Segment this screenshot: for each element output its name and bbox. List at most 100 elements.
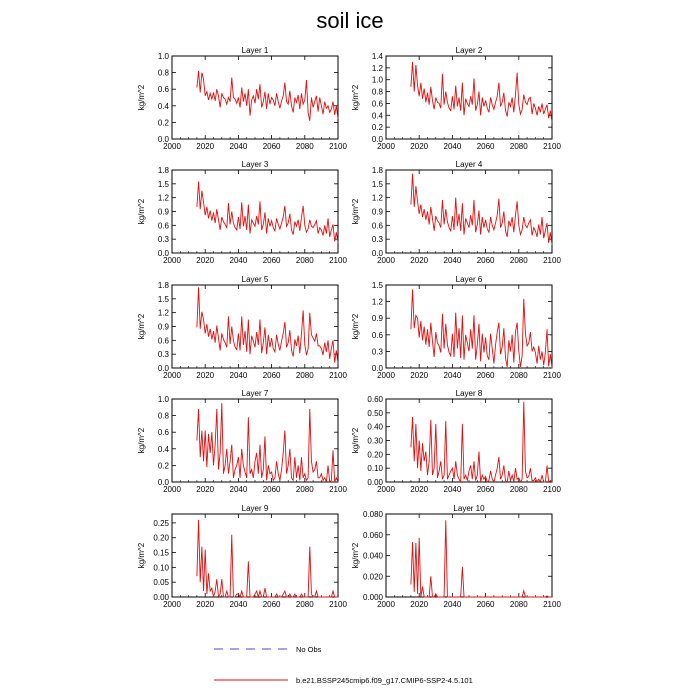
panel-10: Layer 10 2000 2020 2040 2060 2080 2100 0.000 0.0…	[351, 504, 561, 609]
y-tick-label: 0.3	[372, 347, 384, 356]
x-tick-label: 2000	[163, 371, 181, 380]
panel-9: Layer 9 2000 2020 2040 2060 2080 2100 0.00 0.05 0…	[137, 504, 347, 609]
panel-6: Layer 6 2000 2020 2040 2060 2080 2100 0.0 0.3 0.6…	[351, 275, 561, 380]
x-tick-label: 2020	[410, 142, 428, 151]
x-tick-label: 2100	[543, 371, 561, 380]
x-tick-label: 2100	[329, 485, 347, 494]
plot-frame	[171, 513, 339, 598]
x-tick-label: 2100	[329, 600, 347, 609]
y-tick-label: 0.00	[367, 478, 383, 487]
y-tick-label: 0.10	[367, 464, 383, 473]
y-tick-label: 0.00	[153, 593, 169, 602]
y-tick-label: 0.8	[158, 69, 170, 78]
x-tick-label: 2100	[329, 256, 347, 265]
panel-3: Layer 3 2000 2020 2040 2060 2080 2100 0.0 0.3 0.6…	[137, 160, 347, 265]
x-tick-label: 2040	[444, 142, 462, 151]
y-tick-label: 0.6	[158, 221, 170, 230]
plot-frame	[171, 55, 339, 140]
x-tick-label: 2020	[410, 371, 428, 380]
y-tick-label: 1.5	[158, 180, 170, 189]
y-tick-label: 0.0	[158, 135, 170, 144]
y-tick-label: 0.2	[158, 118, 170, 127]
series-line	[410, 289, 553, 369]
x-tick-label: 2100	[329, 142, 347, 151]
x-tick-label: 2020	[196, 371, 214, 380]
y-tick-label: 0.30	[367, 437, 383, 446]
y-tick-label: 0.9	[372, 314, 384, 323]
y-tick-label: 0.060	[363, 531, 384, 540]
y-tick-label: 0.4	[158, 102, 170, 111]
y-tick-label: 0.6	[158, 336, 170, 345]
x-tick-label: 2100	[329, 371, 347, 380]
x-tick-label: 2000	[377, 600, 395, 609]
y-tick-label: 0.080	[363, 510, 384, 519]
y-tick-label: 0.60	[367, 395, 383, 404]
y-tick-label: 0.05	[153, 578, 169, 587]
x-tick-label: 2020	[196, 142, 214, 151]
x-tick-label: 2040	[230, 371, 248, 380]
x-tick-label: 2060	[263, 485, 281, 494]
x-tick-label: 2040	[230, 600, 248, 609]
x-tick-label: 2080	[296, 485, 314, 494]
y-tick-label: 0.20	[153, 534, 169, 543]
y-tick-label: 0.6	[372, 221, 384, 230]
y-tick-label: 0.4	[158, 445, 170, 454]
y-tick-label: 0.25	[153, 519, 169, 528]
y-tick-label: 0.3	[158, 350, 170, 359]
y-axis-label: kg/m^2	[351, 313, 360, 339]
y-tick-label: 0.9	[158, 208, 170, 217]
x-tick-label: 2040	[444, 256, 462, 265]
y-tick-label: 1.5	[158, 295, 170, 304]
y-axis-label: kg/m^2	[351, 198, 360, 224]
x-tick-label: 2080	[510, 142, 528, 151]
x-tick-label: 2080	[296, 371, 314, 380]
panel-title: Layer 3	[242, 160, 269, 169]
y-axis-label: kg/m^2	[137, 198, 146, 224]
x-tick-label: 2100	[543, 600, 561, 609]
y-tick-label: 0.6	[372, 331, 384, 340]
legend-no-obs-label: No Obs	[296, 645, 322, 654]
plot-frame	[385, 169, 553, 254]
series-line	[196, 403, 339, 483]
y-tick-label: 1.2	[372, 194, 384, 203]
x-tick-label: 2100	[543, 142, 561, 151]
x-tick-label: 2040	[230, 142, 248, 151]
series-line	[410, 61, 553, 123]
y-tick-label: 0.020	[363, 572, 384, 581]
panel-title: Layer 6	[456, 275, 483, 284]
y-tick-label: 0.20	[367, 450, 383, 459]
y-tick-label: 0.2	[158, 461, 170, 470]
x-tick-label: 2080	[296, 256, 314, 265]
y-tick-label: 0.10	[153, 563, 169, 572]
panel-title: Layer 8	[456, 389, 483, 398]
y-tick-label: 1.2	[372, 298, 384, 307]
panel-8: Layer 8 2000 2020 2040 2060 2080 2100 0.00 0.10 0…	[351, 389, 561, 494]
x-tick-label: 2080	[510, 371, 528, 380]
y-tick-label: 0.6	[372, 99, 384, 108]
x-tick-label: 2020	[410, 256, 428, 265]
series-line	[196, 181, 339, 243]
x-tick-label: 2000	[163, 142, 181, 151]
x-tick-label: 2000	[163, 256, 181, 265]
y-tick-label: 1.5	[372, 281, 384, 290]
x-tick-label: 2000	[163, 485, 181, 494]
x-tick-label: 2040	[444, 600, 462, 609]
x-tick-label: 2060	[263, 142, 281, 151]
y-axis-label: kg/m^2	[137, 84, 146, 110]
x-tick-label: 2020	[196, 256, 214, 265]
panel-5: Layer 5 2000 2020 2040 2060 2080 2100 0.0 0.3 0.6…	[137, 275, 347, 380]
panel-title: Layer 5	[242, 275, 269, 284]
x-tick-label: 2080	[510, 485, 528, 494]
y-axis-label: kg/m^2	[351, 427, 360, 453]
x-tick-label: 2060	[263, 371, 281, 380]
y-tick-label: 0.40	[367, 423, 383, 432]
series-line	[196, 519, 338, 599]
y-axis-label: kg/m^2	[137, 427, 146, 453]
panel-title: Layer 10	[453, 504, 485, 513]
y-tick-label: 0.0	[158, 478, 170, 487]
y-tick-label: 1.2	[158, 194, 170, 203]
y-tick-label: 0.15	[153, 549, 169, 558]
y-tick-label: 0.3	[158, 235, 170, 244]
y-tick-label: 0.50	[367, 409, 383, 418]
